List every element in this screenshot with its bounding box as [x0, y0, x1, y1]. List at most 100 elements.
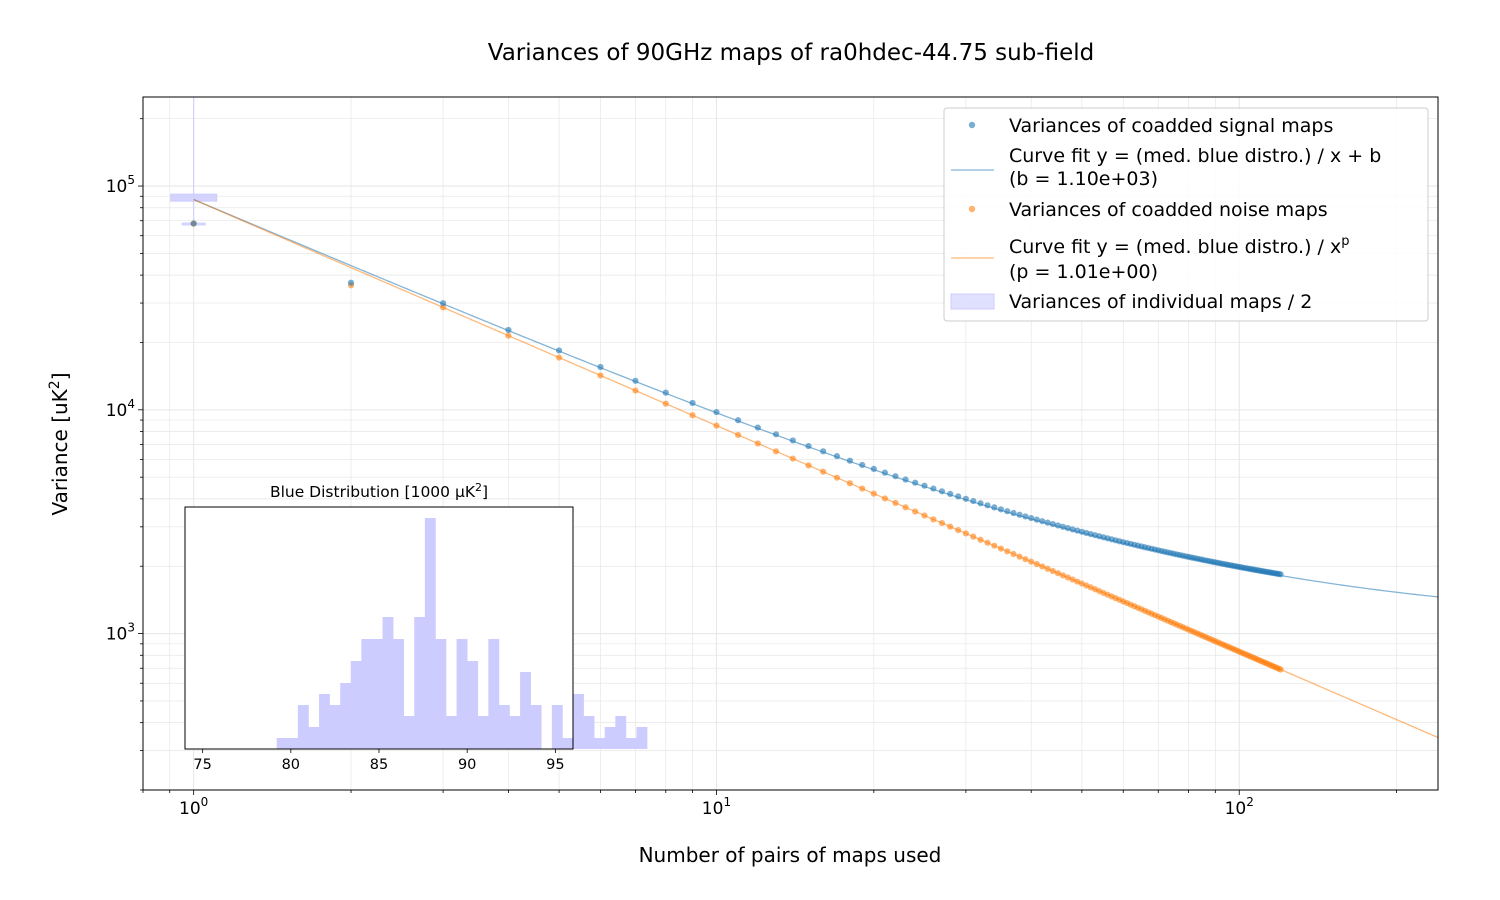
- signal-point: [1033, 516, 1040, 523]
- signal-point: [1010, 509, 1017, 517]
- signal-point: [955, 493, 962, 500]
- noise-point: [938, 519, 946, 527]
- histogram-bar: [583, 716, 595, 749]
- histogram-bar: [498, 705, 510, 749]
- inset-ticks: 75 80 85 90 95: [193, 749, 565, 773]
- histogram-bar: [319, 694, 330, 749]
- legend-box: [943, 107, 1429, 322]
- noise-point: [1022, 556, 1029, 563]
- histogram-bar: [371, 639, 383, 749]
- histogram-bar: [456, 639, 468, 749]
- inset-title: Blue Distribution [1000 μK2]: [270, 481, 488, 501]
- noise-point: [1016, 553, 1023, 560]
- inset-x-tick-label: 75: [193, 757, 211, 773]
- signal-point: [632, 377, 639, 384]
- signal-point: [1039, 518, 1046, 525]
- histogram-bar: [446, 716, 457, 749]
- histogram-bar: [403, 716, 415, 749]
- signal-point: [505, 326, 512, 334]
- noise-point: [1049, 567, 1056, 575]
- histogram-bar: [604, 727, 616, 749]
- signal-point: [713, 408, 720, 416]
- signal-point: [1064, 525, 1071, 532]
- signal-point: [892, 473, 899, 480]
- legend-label-signal-fit-param: (b = 1.10e+03): [1009, 168, 1158, 190]
- signal-point: [555, 347, 563, 354]
- legend-label-individual: Variances of individual maps / 2: [1009, 291, 1312, 313]
- legend-label-signal: Variances of coadded signal maps: [1009, 115, 1333, 137]
- signal-point: [754, 424, 761, 431]
- histogram-bar: [382, 617, 394, 749]
- histogram-bar: [625, 738, 637, 749]
- noise-point: [970, 533, 977, 540]
- inset-x-tick-label: 85: [370, 757, 388, 773]
- noise-point: [955, 527, 962, 534]
- band-block: [170, 193, 218, 202]
- noise-point: [713, 422, 720, 429]
- signal-point: [930, 485, 937, 492]
- plot-frame: [142, 96, 1439, 791]
- noise-point: [977, 536, 984, 543]
- signal-point: [1016, 511, 1023, 518]
- noise-point: [632, 387, 639, 394]
- inset-bars: [276, 518, 648, 749]
- noise-point: [846, 480, 854, 487]
- noise-point: [505, 332, 512, 339]
- histogram-bar: [573, 694, 584, 749]
- histogram-bar: [488, 639, 500, 749]
- histogram-bar: [424, 518, 436, 749]
- noise-point: [662, 400, 669, 407]
- histogram-bar: [435, 639, 447, 749]
- signal-point: [870, 465, 877, 472]
- legend-label-noise: Variances of coadded noise maps: [1009, 199, 1328, 221]
- legend-marker-signal: [968, 121, 976, 129]
- x-tick-label: 101: [702, 795, 731, 819]
- inset-x-tick-label: 95: [546, 757, 564, 773]
- y-tick-label: 103: [106, 621, 135, 645]
- noise-point: [597, 372, 604, 379]
- noise-point: [1039, 563, 1046, 570]
- signal-point: [1028, 514, 1035, 522]
- signal-point: [1022, 513, 1029, 520]
- x-axis-label: Number of pairs of maps used: [639, 843, 942, 867]
- histogram-bar: [636, 727, 648, 749]
- legend-label-noise-fit-param: (p = 1.01e+00): [1009, 261, 1158, 283]
- signal-point: [1004, 508, 1011, 515]
- histogram-bar: [276, 738, 288, 749]
- signal-point: [984, 502, 991, 509]
- noise-point: [1004, 548, 1011, 555]
- histogram-bar: [329, 705, 341, 749]
- noise-point: [789, 455, 796, 462]
- x-tick-label: 102: [1225, 795, 1254, 819]
- signal-point: [1277, 571, 1284, 578]
- histogram-bar: [615, 716, 627, 749]
- chart-title: Variances of 90GHz maps of ra0hdec-44.75…: [488, 40, 1094, 66]
- signal-point: [881, 469, 889, 476]
- noise-point: [881, 495, 889, 502]
- signal-point: [833, 453, 841, 460]
- signal-point: [689, 399, 696, 407]
- histogram-bar: [530, 705, 542, 749]
- legend: Variances of coadded signal maps Curve f…: [943, 107, 1429, 322]
- histogram-bar: [509, 716, 521, 749]
- noise-point: [1069, 576, 1076, 583]
- histogram-bar: [594, 738, 606, 749]
- noise-point: [997, 545, 1004, 552]
- histogram-bar: [520, 672, 531, 749]
- signal-point: [977, 500, 984, 507]
- signal-point: [1049, 520, 1056, 528]
- axis-ticks: 100 101 102 103 104 105: [106, 118, 1398, 819]
- signal-point: [789, 437, 796, 444]
- inset-histogram: 75 80 85 90 95 Blue Distribution [1000 μK2]: [184, 481, 648, 773]
- y-axis-label: Variance [uK2]: [47, 372, 72, 515]
- noise-point: [833, 474, 841, 481]
- y-tick-label: 104: [106, 397, 135, 421]
- noise-point: [820, 468, 827, 475]
- signal-point: [439, 300, 447, 307]
- signal-point: [190, 220, 197, 227]
- histogram-bar: [477, 716, 489, 749]
- signal-point: [662, 389, 669, 396]
- noise-point: [1059, 572, 1067, 579]
- legend-marker-noise: [968, 205, 976, 213]
